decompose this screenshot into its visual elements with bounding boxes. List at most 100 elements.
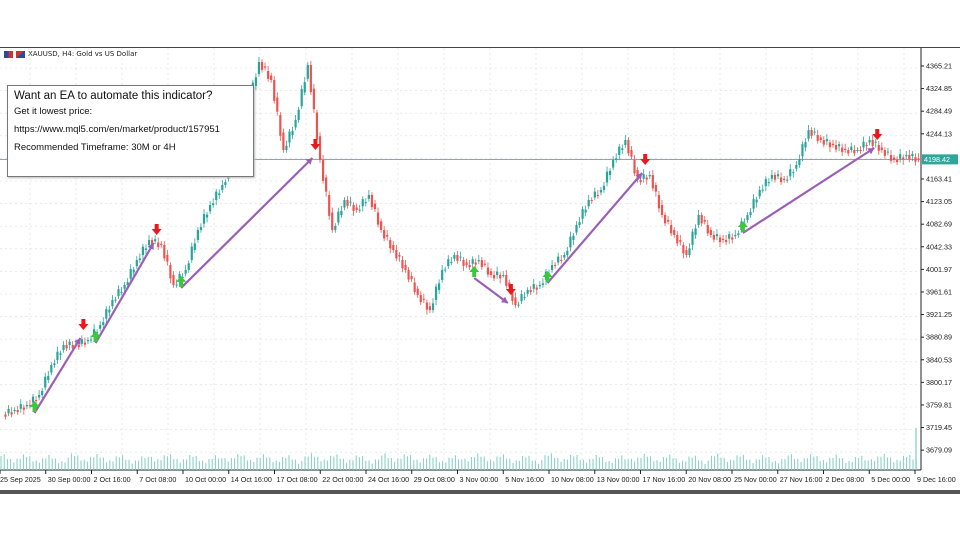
x-tick-label: 27 Nov 16:00 [780,475,823,484]
candle-body [166,255,169,262]
candle-body [837,144,841,147]
candle-body [34,400,38,402]
candle-body [221,184,224,190]
info-line-4: Recommended Timeframe: 30M or 4H [14,142,176,153]
candle-body [325,177,328,192]
candle-body [41,390,44,396]
candle-body [902,157,905,160]
candle-body [816,135,819,141]
candle-body [105,309,108,319]
candle-body [288,131,291,143]
candle-body [450,262,453,264]
candle-body [28,405,32,407]
candle-body [441,269,444,280]
candle-body [899,154,902,159]
candle-body [651,175,654,189]
candle-body [47,375,50,381]
candle-body [215,191,218,201]
candle-body [349,201,352,203]
candle-body [267,70,270,79]
y-tick-label: 3880.89 [926,333,952,342]
candle-body [386,235,389,237]
candle-body [896,160,899,163]
info-link[interactable]: https://www.mql5.com/en/market/product/1… [14,124,220,135]
candle-body [65,345,68,349]
candle-body [117,289,120,297]
candle-body [865,145,868,147]
candle-body [273,80,276,101]
candle-body [667,219,670,222]
candle-body [767,182,770,184]
candle-body [331,212,334,231]
candle-body [728,234,731,239]
info-line-2: Get it lowest price: [14,106,93,117]
candle-body [587,199,590,207]
x-tick-label: 2 Dec 08:00 [826,475,865,484]
candle-body [657,195,661,209]
candle-body [618,146,621,156]
candle-body [120,292,123,294]
candle-body [263,66,267,68]
x-tick-label: 22 Oct 00:00 [322,475,363,484]
candle-body [862,141,865,148]
candle-body [135,260,138,267]
candle-body [911,153,914,157]
candle-body [175,284,178,286]
candle-body [532,284,535,289]
y-tick-label: 4244.13 [926,129,952,138]
candle-body [50,364,53,373]
candle-body [502,274,505,276]
candle-body [721,238,725,241]
candle-body [431,303,435,311]
bottom-bar [0,490,960,494]
candle-body [569,236,572,248]
x-tick-label: 2 Oct 16:00 [94,475,131,484]
candle-body [712,234,715,240]
candle-body [563,254,566,258]
candle-body [511,289,514,301]
candle-body [749,212,752,215]
candle-body [523,297,526,299]
candle-body [224,182,227,185]
candle-body [147,240,151,246]
x-tick-label: 14 Oct 16:00 [231,475,272,484]
x-tick-label: 10 Nov 08:00 [551,475,594,484]
buy-arrow-icon [542,270,553,282]
sell-arrow-icon [78,319,89,331]
candle-body [834,145,838,150]
candle-body [196,230,199,240]
candle-body [172,274,175,285]
candle-body [786,179,789,181]
candle-body [489,271,493,275]
trend-arrowhead [635,173,643,180]
candle-body [892,157,896,161]
candle-body [370,195,374,208]
candle-body [706,224,709,234]
candle-body [499,274,502,279]
candle-body [718,237,722,243]
info-line-1: Want an EA to automate this indicator? [14,90,213,102]
candle-body [178,274,181,282]
candle-body [847,149,850,154]
y-tick-label: 3759.81 [926,400,952,409]
candle-body [700,214,703,224]
candle-body [648,175,651,177]
candle-body [584,209,587,213]
x-tick-label: 5 Dec 00:00 [871,475,910,484]
candle-body [181,277,184,279]
candle-body [395,249,398,259]
candle-body [633,160,636,174]
candle-body [334,225,337,231]
buy-arrow-icon [90,331,101,343]
sell-arrow-icon [872,128,883,140]
candle-body [38,395,41,398]
candle-body [697,214,700,225]
candle-body [593,191,596,198]
candle-body [917,158,920,160]
candle-body [7,408,10,414]
candle-body [560,259,563,261]
x-tick-label: 20 Nov 08:00 [688,475,731,484]
candle-body [96,332,99,334]
trend-line [180,157,314,289]
